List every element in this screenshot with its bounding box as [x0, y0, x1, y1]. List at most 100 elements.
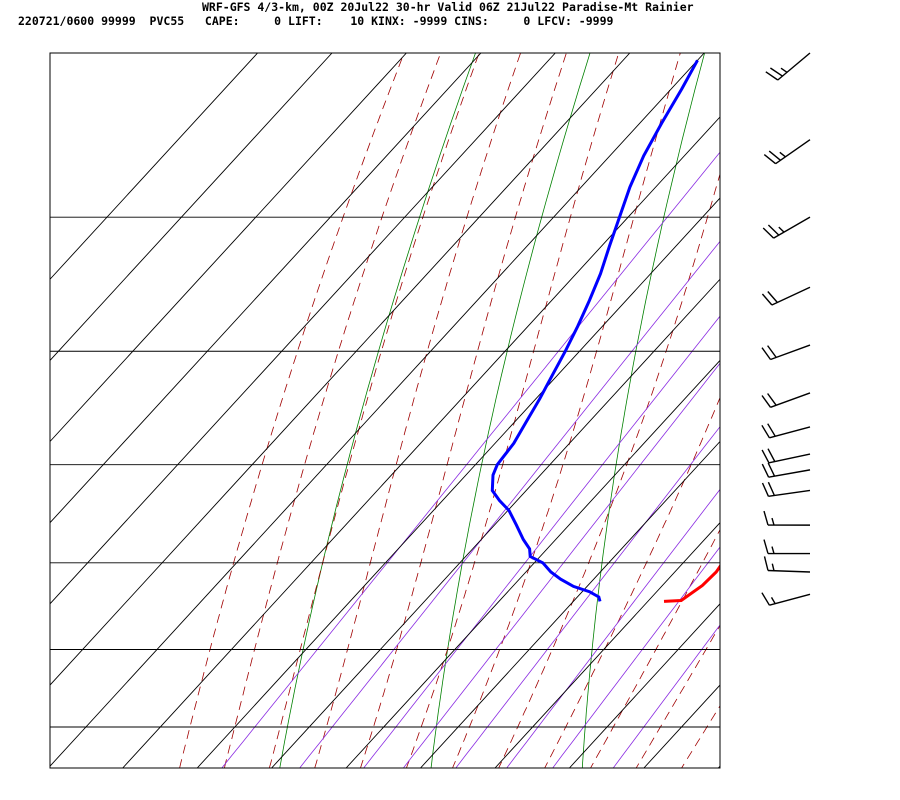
barb-flag-full — [767, 462, 776, 477]
barb-flag-full — [763, 539, 769, 554]
barb-staff — [768, 489, 811, 497]
barb-staff — [773, 216, 811, 239]
barb-flag-full — [761, 449, 770, 464]
barb-flag-half — [779, 151, 786, 158]
barb-flag-full — [767, 291, 778, 303]
barb-flag-full — [761, 347, 772, 360]
wind-barb — [763, 539, 811, 555]
barb-flag-half — [770, 597, 776, 605]
plot-frame — [49, 52, 721, 769]
reference-lines — [50, 15, 900, 783]
barb-staff — [777, 52, 811, 81]
mixing-ratio-line — [455, 426, 720, 768]
moist-adiabat — [681, 705, 720, 768]
moist-adiabat — [406, 53, 620, 768]
wind-barb — [761, 448, 811, 464]
barb-staff — [775, 139, 811, 165]
barb-staff — [770, 392, 811, 408]
moist-adiabat — [498, 172, 720, 768]
wind-barb — [762, 216, 811, 239]
isotherm — [494, 522, 720, 768]
isotherm — [717, 765, 720, 768]
wind-barb — [761, 481, 811, 497]
barb-flag-full — [761, 592, 771, 606]
wind-barb — [761, 462, 811, 478]
isotherm — [50, 53, 705, 767]
barb-flag-full — [767, 393, 777, 406]
barb-flag-full — [761, 463, 770, 478]
isotherm — [50, 53, 631, 686]
isotherm — [271, 278, 720, 768]
barb-staff — [769, 593, 811, 606]
dry-adiabat — [734, 15, 828, 783]
barb-staff — [769, 426, 811, 439]
wind-barb — [761, 423, 811, 439]
mixing-ratio-line — [402, 362, 720, 768]
barb-staff — [771, 286, 811, 306]
barb-flag-full — [765, 71, 779, 81]
barb-staff — [768, 453, 811, 464]
barb-flag-half — [771, 563, 775, 571]
mixing-ratio-line — [552, 546, 720, 768]
isotherm — [50, 53, 482, 524]
wind-barb — [763, 556, 811, 573]
barb-flag-full — [767, 423, 776, 437]
wind-barb — [761, 344, 811, 361]
barb-flag-full — [763, 510, 769, 526]
dry-adiabat — [581, 53, 706, 768]
sounding-indices: 220721/0600 99999 PVC55 CAPE: 0 LIFT: 10… — [18, 14, 614, 28]
wind-barb — [761, 286, 811, 306]
barb-flag-full — [761, 424, 771, 439]
barb-flag-half — [771, 546, 775, 554]
isotherm — [50, 53, 258, 280]
dry-adiabat — [279, 53, 476, 768]
isotherm — [50, 53, 407, 443]
wind-barb — [763, 139, 811, 165]
temperature-trace — [663, 563, 720, 603]
barb-staff — [770, 344, 811, 361]
barb-flag-full — [761, 395, 772, 408]
barb-flag-full — [763, 154, 777, 165]
barb-flag-full — [761, 482, 770, 497]
barb-flag-full — [770, 67, 783, 77]
wind-barb — [765, 52, 811, 81]
moist-adiabat — [179, 53, 405, 768]
barb-flag-full — [763, 556, 769, 571]
barb-flag-full — [762, 227, 775, 239]
isotherm — [420, 440, 720, 768]
barb-flag-full — [767, 224, 780, 236]
wind-barb — [763, 510, 811, 526]
dewpoint-trace — [490, 59, 699, 602]
wind-barb — [761, 392, 811, 408]
mixing-ratio-line — [363, 315, 720, 768]
moist-adiabat — [314, 53, 522, 768]
barb-staff — [768, 469, 811, 478]
barb-flag-full — [767, 448, 776, 462]
barb-flag-half — [778, 226, 785, 233]
moist-adiabat — [544, 396, 720, 768]
barb-flag-full — [767, 481, 776, 496]
moist-adiabat — [268, 53, 480, 768]
barb-flag-half — [780, 67, 788, 73]
chart-title: WRF-GFS 4/3-km, 00Z 20Jul22 30-hr Valid … — [202, 0, 694, 14]
mixing-ratio-line — [221, 151, 720, 768]
barb-flag-full — [767, 345, 777, 358]
wind-barbs — [761, 52, 811, 606]
barb-flag-full — [761, 293, 773, 306]
moist-adiabat — [590, 528, 720, 768]
dry-adiabat — [430, 53, 591, 768]
mixing-ratio-line — [506, 488, 720, 768]
sounding-traces — [490, 59, 720, 603]
grid-lines — [50, 52, 720, 728]
isotherm — [50, 53, 556, 605]
isotherm — [50, 53, 333, 362]
dry-adiabat — [881, 15, 900, 783]
isotherm — [122, 116, 720, 768]
mixing-ratio-line — [299, 240, 720, 768]
isotherm — [345, 359, 720, 768]
moist-adiabat — [452, 53, 681, 768]
mixing-ratio-line — [612, 624, 720, 768]
wind-barb — [761, 592, 811, 606]
moist-adiabat — [635, 624, 720, 768]
